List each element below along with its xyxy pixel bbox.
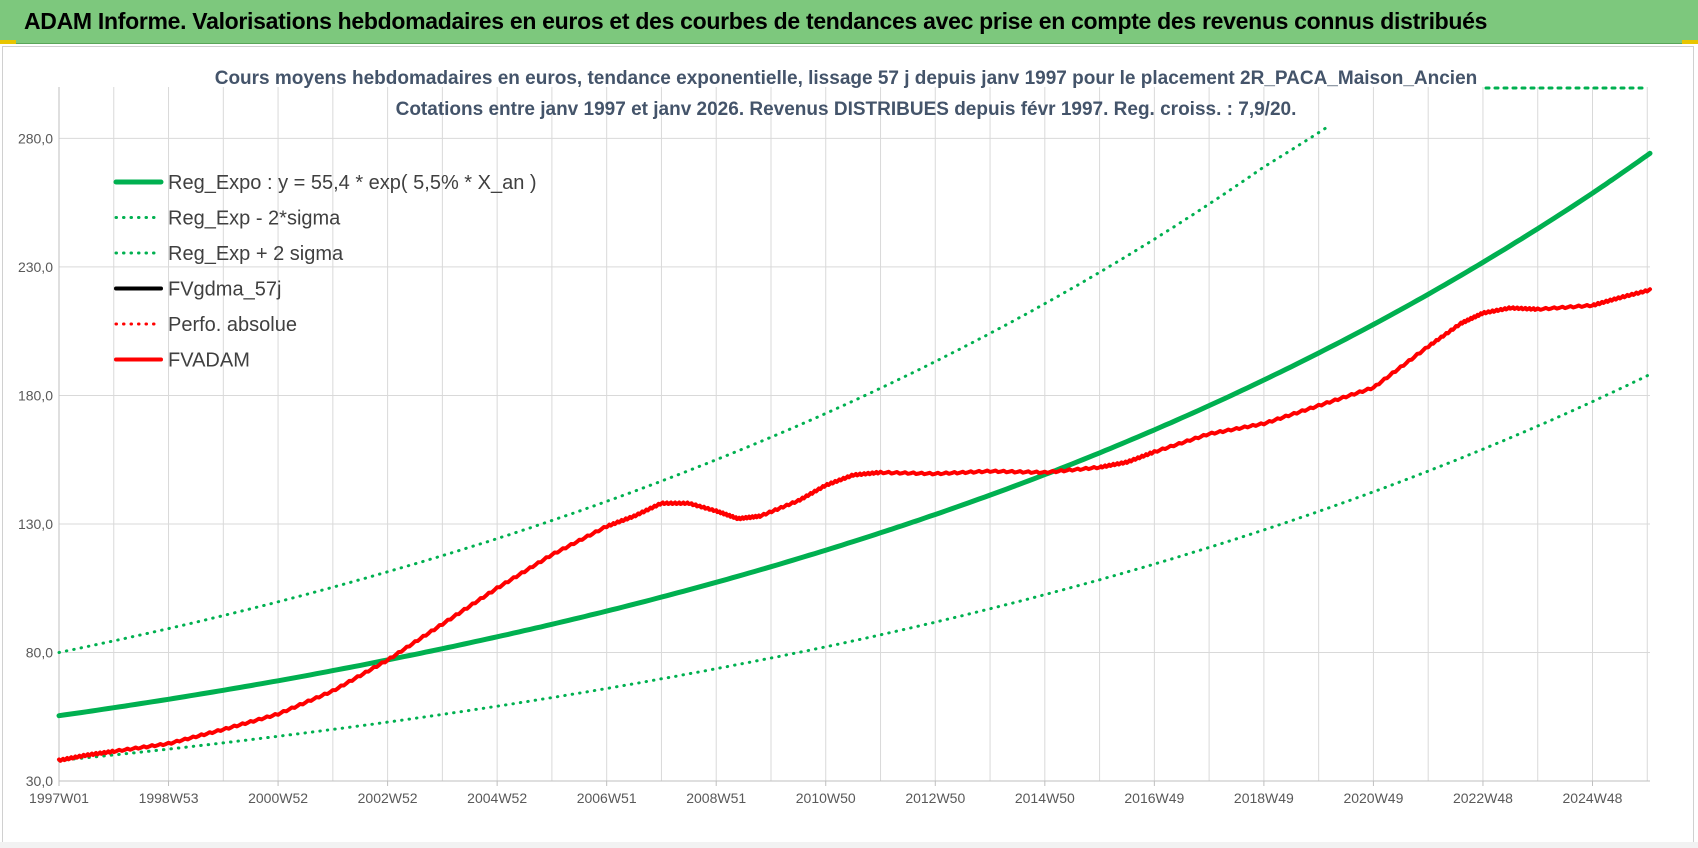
y-tick-label: 80,0 (26, 644, 53, 660)
axis-layer: 30,0 80,0 130,0 180,0 230,0 280,0 1997W01 1998W… (18, 87, 1650, 806)
x-tick-label: 1997W01 (29, 790, 89, 806)
x-tick-label: 2006W51 (577, 790, 637, 806)
legend-label: FVgdma_57j (168, 279, 281, 301)
banner: ADAM Informe. Valorisations hebdomadaire… (0, 0, 1698, 44)
x-tick-label: 2024W48 (1563, 790, 1623, 806)
x-tick-label: 2020W49 (1343, 790, 1403, 806)
chart-subtitle: Cotations entre janv 1997 et janv 2026. … (396, 99, 1297, 120)
y-tick-label: 230,0 (18, 259, 53, 275)
x-tick-label: 1998W53 (139, 790, 199, 806)
legend-label: Reg_Exp + 2 sigma (168, 243, 344, 265)
chart-frame: 30,0 80,0 130,0 180,0 230,0 280,0 1997W01 1998W… (2, 46, 1694, 846)
banner-title: ADAM Informe. Valorisations hebdomadaire… (24, 8, 1488, 34)
series-fvadam (57, 287, 1652, 763)
legend-label: Reg_Expo : y = 55,4 * exp( 5,5% * X_an ) (168, 172, 537, 194)
x-tick-label: 2014W50 (1015, 790, 1075, 806)
x-tick-label: 2018W49 (1234, 790, 1294, 806)
corner-mark-left (0, 40, 16, 44)
y-tick-label: 180,0 (18, 387, 53, 403)
line-chart: 30,0 80,0 130,0 180,0 230,0 280,0 1997W01 1998W… (18, 68, 1653, 806)
chart-title: Cours moyens hebdomadaires en euros, ten… (215, 68, 1478, 89)
x-tick-label: 2016W49 (1124, 790, 1184, 806)
bottom-strip (0, 842, 1698, 848)
legend-label: Perfo. absolue (168, 314, 297, 336)
x-tick-label: 2004W52 (467, 790, 527, 806)
series-reg-exp-plus-2sigma (57, 124, 1332, 654)
legend-label: FVADAM (168, 350, 250, 372)
corner-mark-right (1682, 40, 1698, 44)
y-tick-label: 280,0 (18, 130, 53, 146)
legend: Reg_Expo : y = 55,4 * exp( 5,5% * X_an )… (113, 172, 537, 372)
y-tick-label: 130,0 (18, 516, 53, 532)
series-reg-expo (56, 150, 1653, 719)
x-tick-label: 2002W52 (358, 790, 418, 806)
series-reg-exp-minus-2sigma (57, 372, 1652, 762)
series-layer (56, 124, 1653, 763)
x-tick-label: 2010W50 (796, 790, 856, 806)
x-tick-label: 2022W48 (1453, 790, 1513, 806)
grid-layer (59, 87, 1650, 782)
y-tick-label: 30,0 (26, 773, 53, 789)
x-tick-label: 2012W50 (905, 790, 965, 806)
x-tick-label: 2000W52 (248, 790, 308, 806)
legend-label: Reg_Exp - 2*sigma (168, 208, 341, 230)
x-tick-label: 2008W51 (686, 790, 746, 806)
